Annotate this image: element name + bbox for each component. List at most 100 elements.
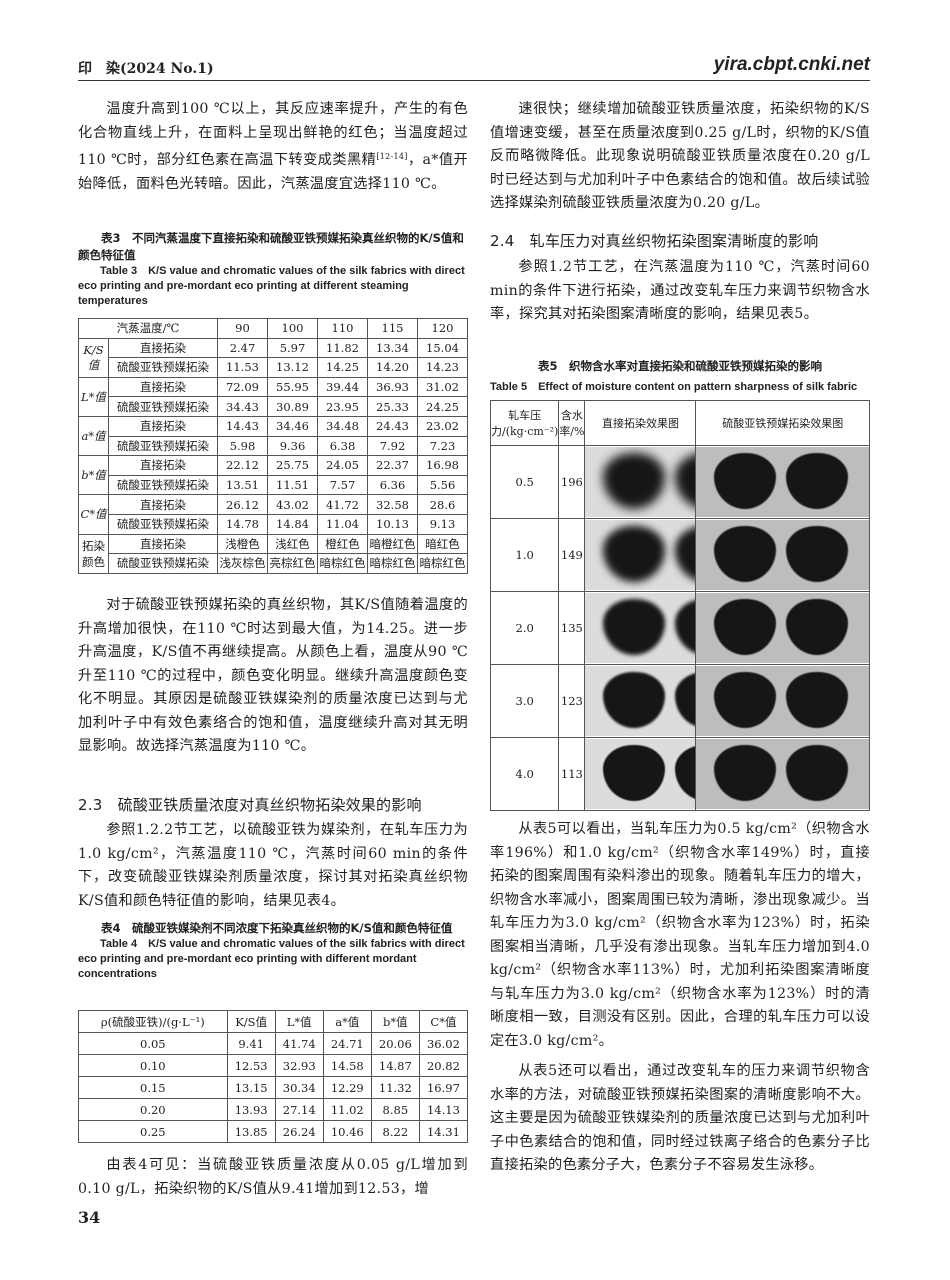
leaf-print-icon	[714, 526, 777, 582]
moisture-cell: 149	[558, 518, 586, 592]
direct-print-image-cell	[584, 664, 697, 738]
paragraph: 温度升高到100 ℃以上，其反应速率提升，产生的有色化合物直线上升，在面料上呈现…	[78, 98, 468, 196]
method-cell: 直接拓染	[108, 337, 218, 359]
value-cell: 14.31	[418, 1120, 469, 1143]
caption-cn: 表4 硫酸亚铁媒染剂不同浓度下拓染真丝织物的K/S值和颜色特征值	[101, 921, 453, 935]
value-cell: 34.48	[317, 415, 368, 437]
value-cell: 22.37	[367, 455, 418, 476]
value-cell: 28.6	[417, 494, 468, 515]
section-heading-2-4: 2.4 轧车压力对真丝织物拓染图案清晰度的影响	[490, 232, 819, 250]
leaf-print-icon	[786, 672, 849, 728]
leaf-print-icon	[603, 526, 666, 582]
moisture-cell: 196	[558, 445, 586, 519]
header-cell: 硫酸亚铁预媒拓染效果图	[695, 400, 870, 446]
table5: 轧车压力/(kg·cm⁻²) 含水率/% 直接拓染效果图 硫酸亚铁预媒拓染效果图 0.5…	[489, 400, 870, 811]
method-cell: 硫酸亚铁预媒拓染	[108, 357, 218, 378]
paragraph: 从表5可以看出，当轧车压力为0.5 kg/cm²（织物含水率196%）和1.0 …	[490, 821, 870, 1049]
paragraph: 参照1.2.2节工艺，以硫酸亚铁为媒染剂，在轧车压力为1.0 kg/cm²，汽蒸…	[78, 822, 468, 909]
value-cell: 14.78	[217, 513, 268, 535]
value-cell: 34.46	[267, 415, 318, 437]
pressure-cell: 1.0	[489, 518, 560, 592]
table-header-row: 汽蒸温度/℃ 90 100 110 115 120	[78, 318, 468, 339]
value-cell: 24.25	[417, 396, 468, 417]
value-cell: 13.85	[226, 1120, 276, 1143]
value-cell: 36.93	[367, 376, 418, 398]
value-cell: 30.89	[267, 396, 318, 417]
value-cell: 9.13	[417, 513, 468, 535]
header-cell: 90	[217, 318, 268, 339]
value-cell: 15.04	[417, 337, 468, 359]
value-cell: 13.34	[367, 337, 418, 359]
leaf-print-icon	[675, 599, 696, 655]
caption-en: Table 4 K/S value and chromatic values o…	[78, 938, 465, 980]
value-cell: 12.29	[322, 1076, 372, 1099]
group-label: 拓染颜色	[78, 533, 109, 574]
table-row: 0.10 12.53 32.93 14.58 14.87 20.82	[78, 1054, 469, 1077]
table-row: 0.15 13.15 30.34 12.29 11.32 16.97	[78, 1076, 469, 1099]
mordant-print-image	[696, 666, 869, 736]
header-cell: a*值	[322, 1010, 372, 1033]
direct-print-image-cell	[584, 445, 697, 519]
value-cell: 24.05	[317, 455, 368, 476]
value-cell: 8.85	[370, 1098, 420, 1121]
moisture-cell: 113	[558, 737, 586, 811]
value-cell: 27.14	[274, 1098, 324, 1121]
group-label: K/S值	[78, 337, 109, 378]
value-cell: 2.47	[217, 337, 268, 359]
value-cell: 10.13	[367, 513, 418, 535]
value-cell: 20.06	[370, 1032, 420, 1055]
value-cell: 11.51	[267, 474, 318, 496]
value-cell: 14.13	[418, 1098, 469, 1121]
caption-cn: 表3 不同汽蒸温度下直接拓染和硫酸亚铁预媒拓染真丝织物的K/S值和颜色特征值	[78, 231, 464, 262]
header-cell: 100	[267, 318, 318, 339]
header-cell: 含水率/%	[558, 400, 586, 446]
value-cell: 0.05	[78, 1032, 228, 1055]
leaf-print-icon	[714, 599, 777, 655]
value-cell: 暗棕红色	[417, 553, 468, 574]
method-cell: 硫酸亚铁预媒拓染	[108, 474, 218, 496]
section-heading-2-3: 2.3 硫酸亚铁质量浓度对真丝织物拓染效果的影响	[78, 796, 422, 814]
value-cell: 12.53	[226, 1054, 276, 1077]
value-cell: 浅橙色	[217, 533, 268, 555]
value-cell: 41.72	[317, 494, 368, 515]
value-cell: 0.15	[78, 1076, 228, 1099]
value-cell: 5.98	[217, 435, 268, 457]
value-cell: 0.10	[78, 1054, 228, 1077]
leaf-print-icon	[675, 526, 696, 582]
value-cell: 32.93	[274, 1054, 324, 1077]
value-cell: 14.23	[417, 357, 468, 378]
value-cell: 5.97	[267, 337, 318, 359]
caption-en: Table 3 K/S value and chromatic values o…	[78, 265, 465, 307]
table-row: 1.0 149	[489, 518, 870, 592]
table-row: a*值 直接拓染 14.43 34.46 34.48 24.43 23.02	[78, 415, 468, 457]
method-cell: 直接拓染	[108, 494, 218, 515]
value-cell: 23.02	[417, 415, 468, 437]
method-cell: 直接拓染	[108, 455, 218, 476]
table-header-row: ρ(硫酸亚铁)/(g·L⁻¹) K/S值 L*值 a*值 b*值 C*值	[78, 1010, 469, 1033]
header-divider	[78, 80, 870, 81]
journal-site-link[interactable]: yira.cbpt.cnki.net	[713, 54, 870, 75]
value-cell: 13.15	[226, 1076, 276, 1099]
citation[interactable]: [12-14]	[376, 152, 408, 161]
pressure-cell: 0.5	[489, 445, 560, 519]
direct-print-image	[585, 666, 696, 736]
value-cell: 11.04	[317, 513, 368, 535]
method-cell: 直接拓染	[108, 533, 218, 555]
value-cell: 55.95	[267, 376, 318, 398]
leaf-print-icon	[603, 453, 666, 509]
value-cell: 6.36	[367, 474, 418, 496]
value-cell: 34.43	[217, 396, 268, 417]
value-cell: 6.38	[317, 435, 368, 457]
moisture-cell: 123	[558, 664, 586, 738]
table-row: 4.0 113	[489, 737, 870, 811]
value-cell: 橙红色	[317, 533, 368, 555]
value-cell: 31.02	[417, 376, 468, 398]
table-row: 0.25 13.85 26.24 10.46 8.22 14.31	[78, 1120, 469, 1143]
group-label: L*值	[78, 376, 109, 417]
table-row: 硫酸亚铁预媒拓染 5.98 9.36 6.38 7.92 7.23	[79, 435, 468, 457]
table-row: 硫酸亚铁预媒拓染 14.78 14.84 11.04 10.13 9.13	[79, 513, 468, 535]
value-cell: 23.95	[317, 396, 368, 417]
value-cell: 36.02	[418, 1032, 469, 1055]
value-cell: 13.93	[226, 1098, 276, 1121]
leaf-print-icon	[675, 745, 696, 801]
